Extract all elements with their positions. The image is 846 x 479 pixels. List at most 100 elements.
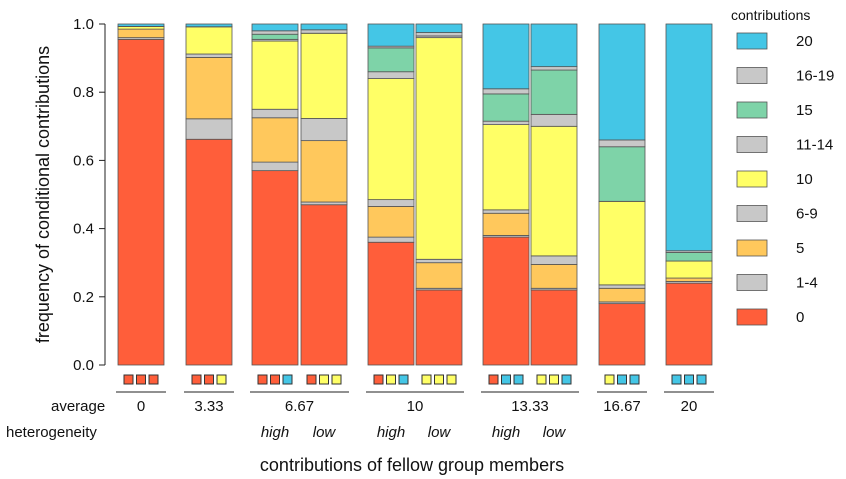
legend-label: 6-9: [796, 206, 818, 223]
legend-swatch: [736, 67, 768, 84]
legend-label: 16-19: [796, 68, 834, 85]
bar-segment-1-4: [251, 161, 299, 172]
bar-segment-16-19: [598, 139, 646, 148]
fellow-contribution-square: [421, 374, 432, 385]
bar-segment-0: [482, 236, 530, 366]
average-label: 13.33: [511, 398, 549, 415]
average-label: 0: [137, 398, 145, 415]
heterogeneity-label: low: [543, 424, 567, 441]
bar-segment-6-9: [415, 258, 463, 264]
average-row-label: average: [51, 398, 105, 415]
bar-segment-16-19: [415, 32, 463, 37]
bar-segment-0: [530, 289, 578, 366]
fellow-contribution-square: [561, 374, 572, 385]
bar-segment-6-9: [530, 255, 578, 265]
average-label: 3.33: [194, 398, 223, 415]
bar-segment-10: [251, 40, 299, 110]
bar-segment-11-14: [367, 71, 415, 79]
fellow-contribution-square: [331, 374, 342, 385]
bar-segment-5: [530, 264, 578, 289]
fellow-contribution-square: [434, 374, 444, 385]
fellow-contribution-square: [684, 374, 694, 385]
legend-swatch: [736, 170, 768, 188]
fellow-contribution-square: [373, 374, 384, 385]
bar-segment-6-9: [185, 53, 233, 58]
bar-segment-6-9: [598, 284, 646, 289]
fellow-contribution-square: [696, 374, 707, 385]
fellow-contribution-square: [398, 374, 409, 385]
bar-segment-16-19: [530, 66, 578, 71]
legend-swatch: [736, 308, 768, 326]
bar-segment-20: [117, 23, 165, 27]
bar-segment-5: [117, 28, 165, 39]
fellow-contribution-square: [306, 374, 317, 385]
bar-segment-5: [665, 277, 713, 282]
fellow-contribution-square: [446, 374, 457, 385]
fellow-contribution-square: [136, 374, 146, 385]
bar-segment-0: [117, 38, 165, 366]
legend-swatch: [736, 32, 768, 50]
legend-label: 15: [796, 102, 813, 119]
bar-segment-0: [251, 170, 299, 366]
x-axis-title: contributions of fellow group members: [260, 455, 564, 475]
bar-segment-1-4: [185, 118, 233, 140]
bar-segment-6-9: [300, 118, 348, 142]
bar-segment-15: [665, 252, 713, 262]
legend-label: 10: [796, 171, 813, 188]
bar-segment-0: [598, 303, 646, 366]
legend-label: 5: [796, 240, 804, 257]
bar-segment-20: [300, 23, 348, 31]
fellow-contribution-square: [513, 374, 524, 385]
bar-segment-10: [482, 124, 530, 211]
bar-segment-20: [367, 23, 415, 47]
heterogeneity-label: low: [428, 424, 452, 441]
bar-segment-10: [367, 78, 415, 201]
y-tick-label: 0.2: [73, 289, 94, 306]
bar-segment-20: [251, 23, 299, 32]
bar-segment-5: [598, 287, 646, 303]
bar-segment-10: [665, 260, 713, 279]
fellow-contribution-square: [216, 374, 227, 385]
legend-swatch: [736, 205, 768, 222]
bar-segment-20: [482, 23, 530, 90]
bar-segment-15: [367, 47, 415, 73]
bar-segment-11-14: [482, 120, 530, 125]
bar-segment-6-9: [251, 108, 299, 119]
y-tick-label: 0.8: [73, 84, 94, 101]
bar-segment-10: [530, 125, 578, 257]
legend-label: 11-14: [796, 137, 833, 154]
bar-segment-0: [367, 241, 415, 366]
fellow-contribution-square: [191, 374, 202, 385]
legend-swatch: [736, 136, 768, 153]
average-label: 10: [407, 398, 424, 415]
legend-swatch: [736, 274, 768, 291]
bar-segment-5: [185, 57, 233, 120]
bar-segment-10: [598, 200, 646, 286]
bar-segment-5: [367, 206, 415, 238]
legend-swatch: [736, 101, 768, 119]
legend-label: 20: [796, 33, 813, 50]
heterogeneity-label: high: [492, 424, 520, 441]
bar-segment-20: [185, 23, 233, 28]
bar-segment-5: [482, 212, 530, 236]
bar-segment-6-9: [482, 209, 530, 214]
y-tick-label: 0.4: [73, 221, 94, 238]
fellow-contribution-square: [671, 374, 682, 385]
bar-segment-10: [415, 37, 463, 260]
bar-segment-6-9: [367, 199, 415, 207]
bar-segment-10: [300, 32, 348, 119]
fellow-contribution-square: [257, 374, 268, 385]
bar-segment-0: [300, 204, 348, 366]
heterogeneity-label: high: [261, 424, 289, 441]
bar-segment-11-14: [530, 113, 578, 127]
fellow-contribution-square: [204, 374, 214, 385]
bar-segment-0: [185, 138, 233, 366]
bar-segment-1-4: [300, 201, 348, 206]
bar-segment-15: [482, 93, 530, 122]
bar-segment-20: [530, 23, 578, 68]
average-label: 20: [681, 398, 698, 415]
bar-segment-15: [530, 69, 578, 115]
y-axis-title: frequency of conditional contributions: [33, 46, 53, 343]
legend-label: 1-4: [796, 275, 818, 292]
heterogeneity-label: low: [313, 424, 337, 441]
